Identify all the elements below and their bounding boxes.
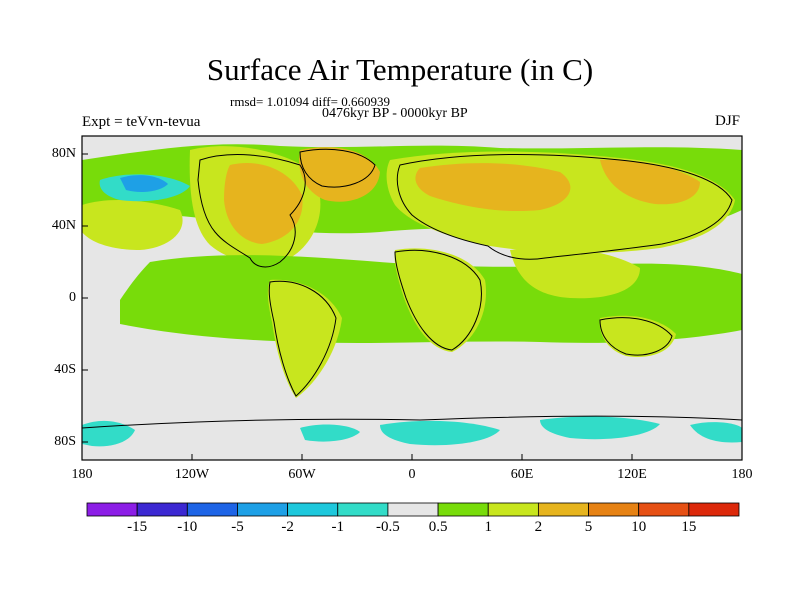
x-tick-label: 120W — [174, 467, 210, 482]
colorbar-swatch — [186, 502, 238, 517]
colorbar-swatch — [237, 502, 289, 517]
colorbar-label: -10 — [177, 519, 198, 535]
y-tick-label: 0 — [69, 290, 76, 305]
colorbar-label: 2 — [534, 519, 543, 535]
colorbar — [86, 502, 740, 517]
experiment-label: Expt = teVvn-tevua — [82, 114, 201, 130]
colorbar-swatch — [387, 502, 439, 517]
colorbar-label: -0.5 — [376, 519, 400, 535]
map-title: Surface Air Temperature (in C) — [206, 52, 594, 87]
colorbar-swatch — [487, 502, 539, 517]
colorbar-label: 15 — [681, 519, 697, 535]
colorbar-label: 10 — [631, 519, 647, 535]
x-tick-label: 60W — [288, 467, 316, 482]
colorbar-swatch — [437, 502, 489, 517]
coastlines — [81, 148, 743, 429]
colorbar-label: -1 — [331, 519, 345, 535]
colorbar-swatch — [688, 502, 740, 517]
x-tick-label: 0 — [408, 467, 416, 482]
colorbar-label: 5 — [584, 519, 593, 535]
x-tick-label: 180 — [71, 467, 93, 482]
season-label: DJF — [714, 113, 740, 129]
x-tick-label: 60E — [510, 467, 534, 482]
colorbar-swatch — [537, 502, 589, 517]
x-tick-label: 180 — [731, 467, 753, 482]
colorbar-swatch — [337, 502, 389, 517]
anomaly-fields — [82, 144, 742, 447]
x-tick-label: 120E — [617, 467, 647, 482]
y-tick-label: 80N — [51, 146, 76, 161]
colorbar-label: -15 — [127, 519, 148, 535]
y-tick-label: 80S — [54, 434, 76, 449]
y-tick-label: 40S — [54, 362, 76, 377]
y-tick-label: 40N — [51, 218, 76, 233]
colorbar-label: -2 — [281, 519, 294, 535]
stats-label: rmsd= 1.01094 diff= 0.660939 — [230, 94, 390, 109]
colorbar-swatch — [86, 502, 138, 517]
colorbar-label: 0.5 — [428, 519, 448, 535]
colorbar-swatch — [287, 502, 339, 517]
period-label: 0476kyr BP - 0000kyr BP — [322, 106, 468, 121]
colorbar-swatch — [638, 502, 690, 517]
colorbar-swatch — [136, 502, 188, 517]
colorbar-label: -5 — [231, 519, 244, 535]
colorbar-swatch — [588, 502, 640, 517]
axis-ticks — [81, 153, 743, 460]
colorbar-label: 1 — [484, 519, 492, 535]
